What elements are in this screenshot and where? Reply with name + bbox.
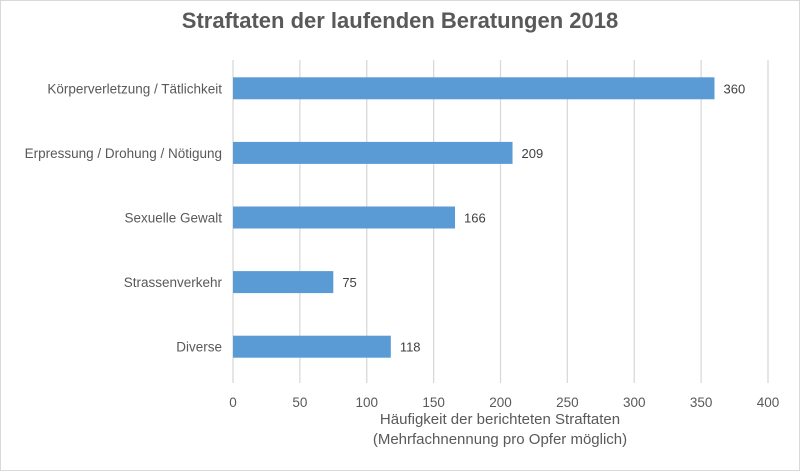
category-labels: Körperverletzung / Tätlichkeit Erpressung… bbox=[25, 81, 223, 354]
category-label: Körperverletzung / Tätlichkeit bbox=[47, 81, 222, 96]
bar bbox=[233, 77, 715, 100]
x-axis-subtitle: (Mehrfachnennung pro Opfer möglich) bbox=[373, 431, 627, 448]
chart-title: Straftaten der laufenden Beratungen 2018 bbox=[181, 8, 619, 33]
bar bbox=[233, 335, 391, 358]
x-tick-label: 200 bbox=[489, 395, 512, 410]
x-tick-label: 300 bbox=[623, 395, 646, 410]
bar bbox=[233, 206, 456, 229]
x-tick-label: 100 bbox=[355, 395, 378, 410]
data-label: 209 bbox=[522, 146, 544, 161]
bars bbox=[233, 77, 715, 358]
data-label: 75 bbox=[342, 275, 356, 290]
x-tick-label: 150 bbox=[422, 395, 445, 410]
data-label: 166 bbox=[464, 211, 486, 226]
x-tick-label: 50 bbox=[292, 395, 307, 410]
bar bbox=[233, 141, 513, 164]
x-axis-title: Häufigkeit der berichteten Straftaten bbox=[380, 411, 620, 428]
x-tick-label: 400 bbox=[757, 395, 780, 410]
category-label: Erpressung / Drohung / Nötigung bbox=[25, 146, 222, 161]
x-tick-label: 0 bbox=[229, 395, 237, 410]
data-label: 360 bbox=[724, 81, 746, 96]
category-label: Diverse bbox=[176, 340, 222, 355]
x-tick-label: 350 bbox=[690, 395, 713, 410]
x-tick-labels: 0 50 100 150 200 250 300 350 400 bbox=[229, 395, 779, 410]
data-label: 118 bbox=[400, 340, 421, 355]
data-labels: 360 209 166 75 118 bbox=[342, 81, 745, 354]
category-label: Strassenverkehr bbox=[124, 275, 223, 290]
bar bbox=[233, 271, 334, 294]
x-tick-label: 250 bbox=[556, 395, 579, 410]
category-label: Sexuelle Gewalt bbox=[124, 211, 222, 226]
